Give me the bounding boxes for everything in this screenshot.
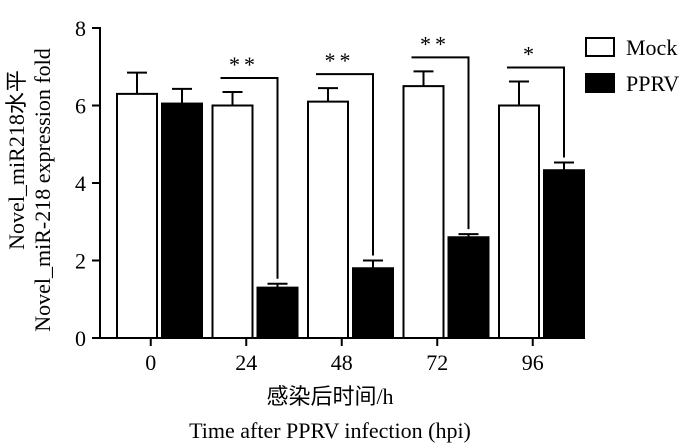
y-axis-title-zh: Novel_miR218水平 xyxy=(4,70,29,250)
legend-swatch-mock xyxy=(585,37,615,57)
axis-labels: 感染后时间/h Time after PPRV infection (hpi) No… xyxy=(4,48,471,443)
y-axis-title-en: Novel_miR-218 expression fold xyxy=(30,48,55,332)
significance-label-72: ** xyxy=(420,31,450,56)
significance-bracket-24 xyxy=(220,76,279,279)
legend-label-pprv: PPRV xyxy=(626,71,679,96)
significance-label-24: ** xyxy=(229,52,259,77)
bar-mock-96 xyxy=(498,104,540,339)
y-tick-label-8: 8 xyxy=(75,16,86,41)
y-tick-label-4: 4 xyxy=(75,171,86,196)
y-tick-label-6: 6 xyxy=(75,94,86,119)
x-axis-title-en: Time after PPRV infection (hpi) xyxy=(189,418,471,443)
x-tick-label-24: 24 xyxy=(235,350,257,375)
bars-layer xyxy=(116,70,585,339)
y-tick-label-0: 0 xyxy=(75,326,86,351)
significance-bracket-48 xyxy=(316,73,374,256)
bar-pprv-24 xyxy=(256,286,299,339)
x-tick-label-48: 48 xyxy=(331,350,353,375)
bar-pprv-96 xyxy=(543,169,585,339)
legend-swatch-pprv xyxy=(585,73,615,93)
legend: Mock PPRV xyxy=(585,35,679,96)
significance-bracket-72 xyxy=(411,56,470,230)
significance-label-48: ** xyxy=(325,48,355,73)
x-tick-label-96: 96 xyxy=(522,350,544,375)
bar-pprv-72 xyxy=(447,236,490,339)
significance-label-96: * xyxy=(523,41,538,66)
y-tick-label-2: 2 xyxy=(75,249,86,274)
bar-mock-0 xyxy=(116,92,158,339)
significance-bracket-96 xyxy=(507,66,565,158)
significance-layer: ** **** * xyxy=(220,31,565,279)
bar-mock-48 xyxy=(307,100,349,339)
bar-pprv-48 xyxy=(352,267,394,339)
bar-mock-72 xyxy=(402,85,445,339)
bar-mock-24 xyxy=(211,104,254,339)
x-tick-label-0: 0 xyxy=(145,350,156,375)
x-axis-title-zh: 感染后时间/h xyxy=(266,384,393,409)
x-tick-label-72: 72 xyxy=(426,350,448,375)
bar-pprv-0 xyxy=(161,102,203,339)
legend-label-mock: Mock xyxy=(626,35,677,60)
